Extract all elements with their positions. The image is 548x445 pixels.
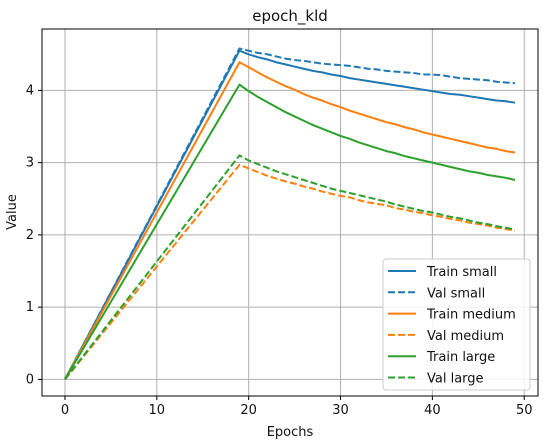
- x-axis-label: Epochs: [267, 425, 314, 440]
- legend-box: [382, 258, 531, 391]
- y-axis-label: Value: [5, 194, 20, 230]
- series-line-train-large: [64, 83, 516, 380]
- legend-label: Train small: [426, 265, 497, 280]
- y-tick-label: 3: [26, 156, 34, 171]
- x-tick-label: 10: [149, 403, 166, 418]
- y-tick-label: 0: [26, 372, 34, 387]
- series-line-val-small: [64, 47, 516, 380]
- tick-layer: 0 10 20 30 40 50 0 1 2 3 4: [26, 83, 533, 418]
- series-line-train-small: [64, 49, 516, 380]
- x-tick-label: 40: [424, 403, 441, 418]
- series-line-train-medium: [64, 61, 516, 380]
- plot-frame: [41, 28, 539, 397]
- series-line-val-medium: [64, 163, 516, 381]
- legend-label: Val large: [427, 372, 484, 387]
- x-tick-label: 20: [240, 403, 257, 418]
- legend-label: Train medium: [426, 308, 516, 323]
- legend-label: Val medium: [427, 329, 504, 344]
- y-tick-label: 1: [26, 300, 34, 315]
- series-line-val-large: [64, 154, 516, 380]
- x-tick-label: 30: [332, 403, 349, 418]
- y-tick-label: 4: [26, 83, 34, 98]
- legend-label: Train large: [426, 350, 495, 365]
- x-tick-label: 0: [61, 403, 69, 418]
- legend: Train small Val small Train medium Val medi…: [382, 258, 531, 391]
- legend-label: Val small: [427, 286, 485, 301]
- series-layer: [64, 47, 516, 381]
- chart-title: epoch_kld: [252, 7, 328, 26]
- y-tick-label: 2: [26, 228, 34, 243]
- x-tick-label: 50: [516, 403, 533, 418]
